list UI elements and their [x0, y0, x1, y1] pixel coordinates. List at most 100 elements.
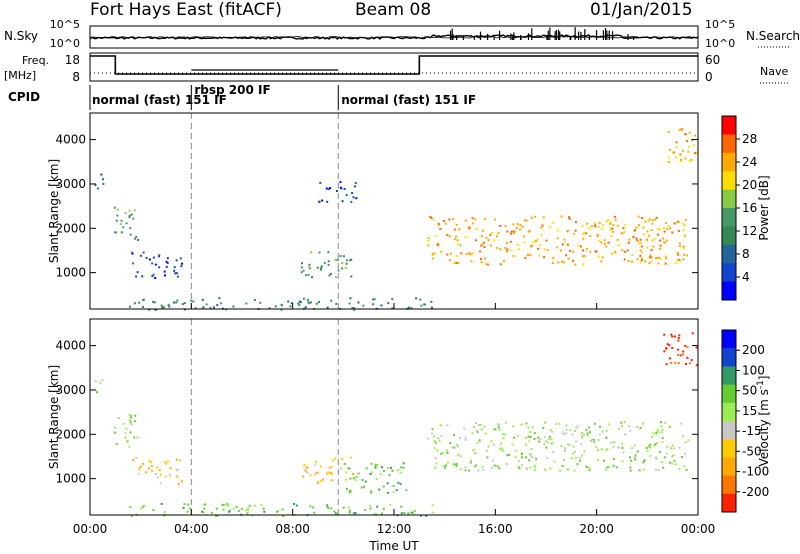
data-cell: [551, 442, 554, 444]
data-cell: [128, 209, 131, 212]
data-cell: [527, 426, 530, 429]
cpid-segment-label: normal (fast) 151 IF: [341, 93, 476, 107]
data-cell: [583, 231, 586, 234]
data-cell: [168, 473, 171, 476]
data-cell: [308, 263, 311, 266]
data-cell: [353, 512, 356, 515]
data-cell: [175, 301, 178, 304]
data-cell: [690, 359, 693, 362]
data-cell: [371, 471, 374, 474]
data-cell: [561, 431, 564, 434]
data-cell: [381, 512, 383, 515]
data-cell: [575, 440, 578, 443]
data-cell: [673, 459, 676, 462]
data-cell: [455, 443, 458, 446]
data-cell: [565, 428, 568, 431]
data-cell: [248, 504, 251, 507]
data-cell: [388, 474, 391, 477]
data-cell: [623, 421, 626, 423]
data-cell: [658, 256, 660, 259]
data-cell: [634, 226, 637, 229]
data-cell: [582, 237, 585, 240]
data-cell: [668, 344, 671, 347]
data-cell: [154, 277, 157, 279]
data-cell: [128, 214, 131, 217]
data-cell: [533, 438, 536, 440]
data-cell: [140, 507, 142, 510]
data-cell: [304, 306, 307, 309]
data-cell: [545, 440, 548, 443]
data-cell: [588, 469, 591, 472]
data-cell: [511, 443, 514, 446]
data-cell: [150, 465, 153, 467]
data-cell: [605, 245, 608, 248]
data-cell: [453, 238, 456, 241]
data-cell: [307, 274, 310, 276]
data-cell: [555, 422, 557, 425]
colorbar-cell: [722, 475, 736, 495]
data-cell: [453, 434, 455, 436]
data-cell: [486, 263, 489, 266]
data-cell: [596, 449, 599, 451]
data-cell: [537, 247, 539, 250]
data-cell: [415, 297, 418, 300]
data-cell: [166, 257, 169, 260]
data-cell: [158, 255, 160, 258]
data-cell: [201, 298, 204, 301]
x-tick-label: 12:00: [377, 522, 412, 536]
data-cell: [663, 333, 666, 336]
data-cell: [530, 217, 533, 219]
data-cell: [621, 249, 624, 252]
data-cell: [501, 448, 504, 451]
data-cell: [524, 443, 527, 446]
data-cell: [640, 257, 643, 260]
data-cell: [330, 466, 333, 468]
data-cell: [591, 438, 594, 441]
data-cell: [517, 248, 520, 251]
data-cell: [567, 443, 569, 446]
data-cell: [684, 344, 687, 347]
data-cell: [455, 262, 458, 264]
data-cell: [380, 304, 383, 307]
colorbar-label: Power [dB]: [757, 175, 771, 240]
data-cell: [538, 440, 541, 443]
data-cell: [675, 141, 678, 144]
data-cell: [387, 302, 390, 305]
data-cell: [435, 462, 438, 465]
data-cell: [665, 348, 668, 351]
data-cell: [626, 249, 629, 252]
data-cell: [434, 457, 437, 460]
data-cell: [312, 506, 315, 509]
data-cell: [580, 245, 582, 248]
data-cell: [691, 332, 694, 335]
data-cell: [148, 308, 151, 311]
data-cell: [536, 238, 539, 241]
data-cell: [129, 416, 132, 419]
data-cell: [160, 304, 163, 307]
data-cell: [546, 456, 549, 459]
data-cell: [202, 306, 205, 309]
data-cell: [400, 505, 403, 508]
data-cell: [513, 436, 515, 439]
data-cell: [567, 229, 570, 232]
data-cell: [498, 428, 501, 431]
data-cell: [633, 456, 636, 459]
data-cell: [574, 221, 577, 224]
data-cell: [544, 421, 547, 424]
data-cell: [122, 226, 125, 229]
noise-panel-frame: [89, 25, 699, 49]
data-cell: [345, 262, 348, 265]
data-cell: [350, 490, 353, 493]
data-cell: [663, 230, 666, 233]
colorbar-tick-label: -50: [742, 444, 762, 458]
data-cell: [586, 222, 588, 225]
data-cell: [153, 301, 156, 304]
data-cell: [484, 263, 487, 265]
colorbar-cell: [722, 493, 736, 513]
data-cell: [685, 468, 688, 471]
data-cell: [298, 300, 301, 303]
y-tick-label: 1000: [55, 266, 86, 280]
data-cell: [610, 227, 612, 230]
data-cell: [590, 440, 592, 443]
data-cell: [130, 514, 133, 517]
